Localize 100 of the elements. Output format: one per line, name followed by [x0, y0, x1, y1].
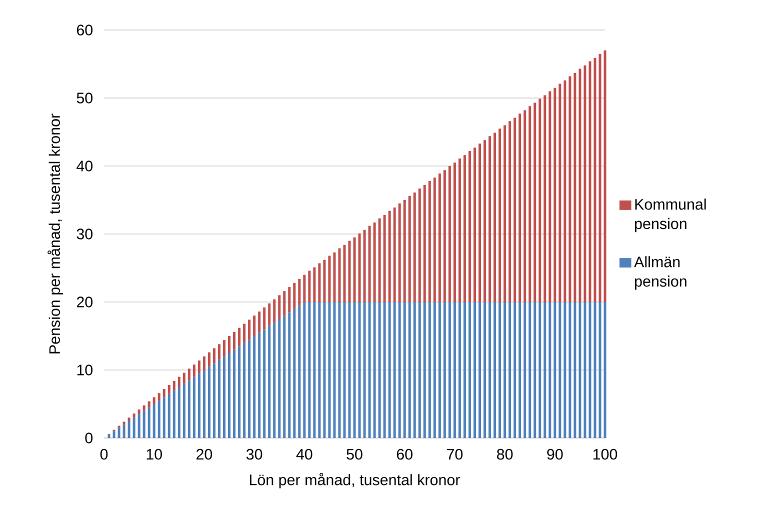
bar: [538, 302, 542, 438]
bar: [408, 302, 411, 438]
bar: [413, 302, 416, 438]
bar: [253, 316, 256, 336]
bar: [112, 431, 116, 438]
bar: [138, 414, 140, 438]
bar: [518, 302, 522, 438]
bar: [484, 302, 486, 438]
bar: [218, 360, 220, 438]
bar: [478, 144, 482, 302]
bar: [423, 302, 426, 438]
bar: [588, 302, 592, 438]
bar: [458, 302, 461, 438]
bar: [208, 352, 210, 367]
bar: [248, 339, 251, 438]
bar: [148, 401, 150, 408]
bar: [453, 302, 456, 438]
bar: [122, 422, 126, 424]
x-tick-label: 70: [447, 448, 463, 460]
bar: [594, 58, 596, 302]
bar: [524, 110, 526, 302]
bar: [283, 291, 286, 316]
bar: [393, 207, 396, 302]
x-tick-label: 90: [547, 448, 563, 460]
bar: [168, 394, 170, 438]
bar: [584, 65, 586, 302]
bar: [368, 302, 371, 438]
bar: [328, 256, 331, 302]
y-tick-label: 30: [76, 228, 93, 240]
y-axis-title: Pension per månad, tusental kronor: [48, 114, 63, 354]
x-tick-label: 20: [196, 448, 212, 460]
bar: [233, 332, 236, 350]
bar: [182, 372, 186, 384]
bar: [343, 302, 346, 438]
bar: [423, 185, 426, 302]
x-tick-label: 80: [496, 448, 513, 460]
bar: [574, 72, 576, 302]
x-tick-label: 0: [100, 448, 108, 460]
bar: [132, 418, 136, 438]
bar: [318, 302, 321, 438]
bar: [248, 320, 251, 340]
bar: [428, 180, 431, 302]
bar: [378, 218, 381, 302]
bar: [598, 54, 602, 302]
bar: [403, 200, 406, 302]
bar: [303, 302, 306, 438]
bar: [363, 230, 366, 302]
bar: [278, 295, 281, 320]
bar: [238, 346, 241, 438]
bar: [403, 302, 406, 438]
bar: [534, 302, 536, 438]
bar: [433, 178, 436, 302]
bar: [168, 384, 170, 394]
bar: [393, 302, 396, 438]
legend-label: Allmän pension: [634, 256, 686, 290]
bar: [118, 428, 120, 438]
bar: [554, 302, 556, 438]
bar: [108, 434, 110, 438]
bar: [128, 418, 130, 421]
bar: [358, 233, 361, 302]
bar: [548, 302, 552, 438]
bar: [598, 302, 602, 438]
bar: [463, 155, 466, 302]
bar: [343, 244, 346, 302]
bar: [348, 240, 351, 302]
bar: [448, 166, 451, 302]
bar: [538, 98, 542, 302]
bar: [243, 342, 246, 438]
bar: [308, 270, 311, 302]
bar: [398, 203, 401, 302]
bar: [518, 114, 522, 302]
bar: [172, 380, 176, 390]
bar: [338, 302, 341, 438]
bar: [263, 329, 266, 438]
bar: [138, 409, 140, 414]
bar: [494, 302, 496, 438]
bar: [383, 302, 386, 438]
bar: [178, 376, 180, 388]
bar: [333, 252, 336, 302]
x-tick-label: 100: [593, 448, 618, 460]
bar: [463, 302, 466, 438]
bar: [268, 303, 271, 326]
bar: [373, 222, 376, 302]
bar: [338, 248, 341, 302]
legend-label: Kommunal pension: [635, 198, 706, 232]
bar: [198, 373, 200, 438]
bar: [478, 302, 482, 438]
bar: [288, 287, 291, 312]
bar: [293, 308, 296, 438]
bar: [584, 302, 586, 438]
bar: [258, 332, 261, 438]
bar: [313, 302, 316, 438]
bar: [303, 274, 306, 302]
bar: [273, 322, 276, 438]
bar: [508, 302, 512, 438]
bar: [388, 302, 391, 438]
bar: [198, 360, 200, 374]
bar: [373, 302, 376, 438]
bar: [544, 95, 546, 302]
bar: [368, 226, 371, 302]
